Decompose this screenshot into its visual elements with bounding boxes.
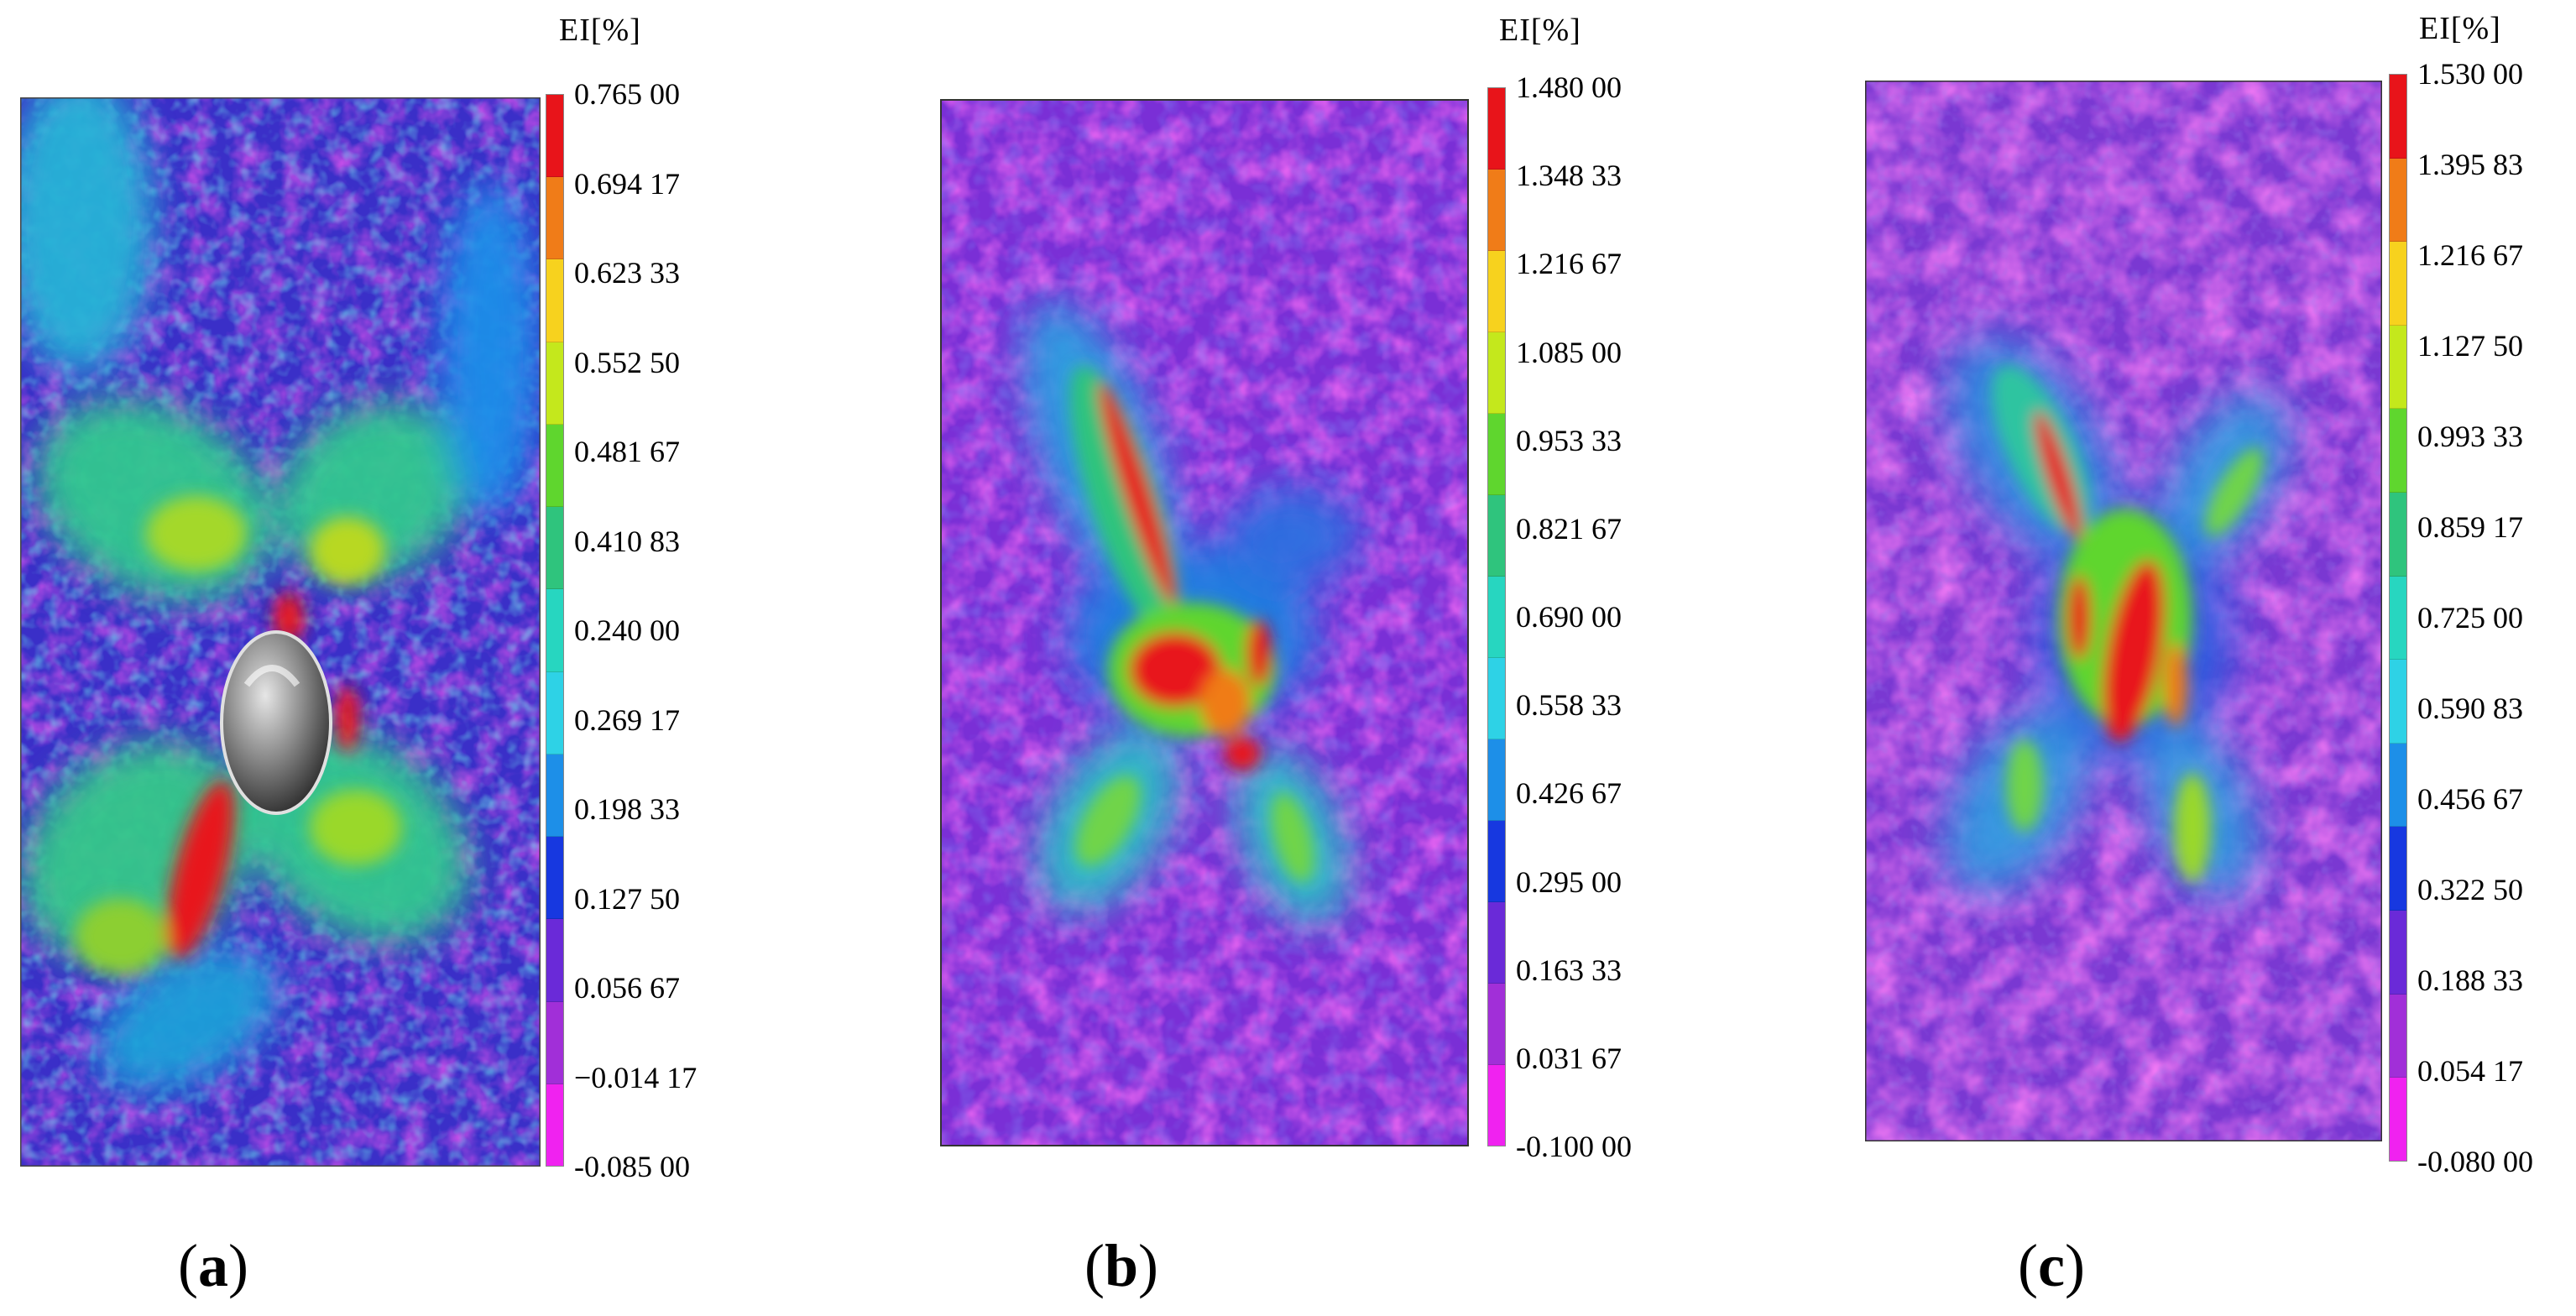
colorbar-segment bbox=[2390, 1078, 2406, 1161]
colorbar-tick-label: 0.163 33 bbox=[1516, 953, 1622, 987]
colorbar-segment bbox=[1488, 170, 1505, 251]
colorbar-segment bbox=[1488, 495, 1505, 577]
colorbar-segment bbox=[1488, 88, 1505, 170]
colorbar-segment bbox=[1488, 414, 1505, 495]
colorbar-tick-label: 0.127 50 bbox=[574, 881, 680, 916]
colorbar bbox=[546, 94, 564, 1167]
colorbar-tick-label: 0.725 00 bbox=[2417, 601, 2523, 634]
colorbar-tick-label: 0.240 00 bbox=[574, 614, 680, 647]
colorbar-segment bbox=[2390, 911, 2406, 995]
colorbar-title: EI[%] bbox=[2419, 11, 2501, 46]
colorbar-tick-label: 0.765 00 bbox=[574, 77, 680, 111]
colorbar-segment bbox=[546, 1084, 563, 1167]
colorbar-tick-label: 0.623 33 bbox=[574, 256, 680, 290]
strain-map-b bbox=[940, 99, 1469, 1146]
colorbar-title: EI[%] bbox=[559, 13, 641, 48]
colorbar-segment bbox=[546, 671, 563, 755]
colorbar-tick-label: 1.348 33 bbox=[1516, 159, 1622, 193]
colorbar-segment bbox=[1488, 1065, 1505, 1146]
colorbar-tick-label: 0.426 67 bbox=[1516, 776, 1622, 811]
colorbar-segment bbox=[2390, 409, 2406, 494]
colorbar bbox=[2389, 74, 2407, 1162]
colorbar-tick-label: 0.558 33 bbox=[1516, 688, 1622, 723]
colorbar-tick-label: 0.859 17 bbox=[2417, 510, 2523, 544]
panel-caption: (a) bbox=[178, 1232, 248, 1299]
colorbar-segment bbox=[2390, 743, 2406, 828]
colorbar-tick-label: 0.690 00 bbox=[1516, 600, 1622, 634]
colorbar-segment bbox=[546, 342, 563, 425]
colorbar-tick-label: 0.056 67 bbox=[574, 971, 680, 1005]
colorbar-segment bbox=[1488, 658, 1505, 739]
colorbar-segment bbox=[2390, 325, 2406, 410]
colorbar-segment bbox=[546, 424, 563, 508]
colorbar-segment bbox=[1488, 739, 1505, 821]
colorbar-segment bbox=[1488, 332, 1505, 414]
panel-a: EI[%] 0.765 00 0.694 17 0.623 33 0.552 50 0.… bbox=[0, 0, 839, 1316]
colorbar-title: EI[%] bbox=[1499, 13, 1581, 48]
colorbar-segment bbox=[2390, 493, 2406, 577]
colorbar-tick-label: 0.993 33 bbox=[2417, 420, 2523, 453]
colorbar-segment bbox=[2390, 994, 2406, 1078]
strain-map-c bbox=[1865, 81, 2382, 1141]
colorbar-tick-label: 0.821 67 bbox=[1516, 511, 1622, 546]
panel-c: EI[%] 1.530 00 1.395 83 1.216 67 1.127 50 0.… bbox=[1729, 0, 2576, 1316]
colorbar-segment bbox=[1488, 821, 1505, 902]
colorbar-tick-label: 0.295 00 bbox=[1516, 864, 1622, 899]
colorbar-tick-label: 0.481 67 bbox=[574, 435, 680, 468]
colorbar-tick-label: 1.216 67 bbox=[1516, 247, 1622, 281]
colorbar-tick-label: 0.456 67 bbox=[2417, 782, 2523, 816]
panel-caption: (b) bbox=[1084, 1232, 1159, 1299]
colorbar-segment bbox=[2390, 158, 2406, 243]
colorbar-tick-label: 0.198 33 bbox=[574, 792, 680, 826]
colorbar-segment bbox=[546, 177, 563, 260]
colorbar-segment bbox=[546, 589, 563, 672]
panel-b: EI[%] 1.480 00 1.348 33 1.216 67 1.085 00 0.… bbox=[839, 0, 1729, 1316]
colorbar-tick-label: 1.395 83 bbox=[2417, 148, 2523, 181]
colorbar-tick-label: 1.127 50 bbox=[2417, 329, 2523, 363]
colorbar-segment bbox=[546, 95, 563, 178]
colorbar-segment bbox=[2390, 827, 2406, 911]
colorbar-tick-label: 0.322 50 bbox=[2417, 873, 2523, 906]
colorbar-segment bbox=[546, 754, 563, 838]
colorbar-segment bbox=[2390, 242, 2406, 326]
colorbar-tick-label: 0.953 33 bbox=[1516, 423, 1622, 457]
colorbar-tick-label: -0.085 00 bbox=[574, 1150, 690, 1183]
colorbar-tick-label: 0.188 33 bbox=[2417, 964, 2523, 997]
colorbar-tick-label: -0.080 00 bbox=[2417, 1145, 2533, 1178]
colorbar-tick-label: 0.590 83 bbox=[2417, 692, 2523, 725]
colorbar-tick-label: 0.410 83 bbox=[574, 524, 680, 558]
strain-map-a bbox=[20, 97, 541, 1167]
colorbar-segment bbox=[546, 1001, 563, 1084]
colorbar-segment bbox=[1488, 251, 1505, 332]
colorbar-segment bbox=[2390, 660, 2406, 744]
colorbar-tick-label: 1.530 00 bbox=[2417, 57, 2523, 91]
colorbar-segment bbox=[2390, 75, 2406, 159]
colorbar-tick-label: 0.031 67 bbox=[1516, 1041, 1622, 1075]
colorbar bbox=[1487, 87, 1506, 1146]
colorbar-tick-label: 1.216 67 bbox=[2417, 238, 2523, 272]
colorbar-tick-label: 1.480 00 bbox=[1516, 70, 1622, 104]
colorbar-segment bbox=[546, 507, 563, 590]
colorbar-segment bbox=[546, 837, 563, 920]
colorbar-segment bbox=[2390, 576, 2406, 661]
colorbar-segment bbox=[1488, 984, 1505, 1065]
colorbar-tick-label: 0.269 17 bbox=[574, 702, 680, 737]
colorbar-tick-label: 0.694 17 bbox=[574, 166, 680, 201]
panel-caption: (c) bbox=[2018, 1232, 2085, 1299]
colorbar-segment bbox=[546, 919, 563, 1002]
colorbar-segment bbox=[1488, 577, 1505, 658]
colorbar-segment bbox=[546, 259, 563, 342]
colorbar-tick-label: −0.014 17 bbox=[574, 1060, 698, 1094]
colorbar-tick-label: 0.054 17 bbox=[2417, 1054, 2523, 1088]
colorbar-tick-label: 0.552 50 bbox=[574, 345, 680, 379]
colorbar-tick-label: -0.100 00 bbox=[1516, 1130, 1632, 1163]
colorbar-tick-label: 1.085 00 bbox=[1516, 335, 1622, 369]
colorbar-segment bbox=[1488, 902, 1505, 984]
